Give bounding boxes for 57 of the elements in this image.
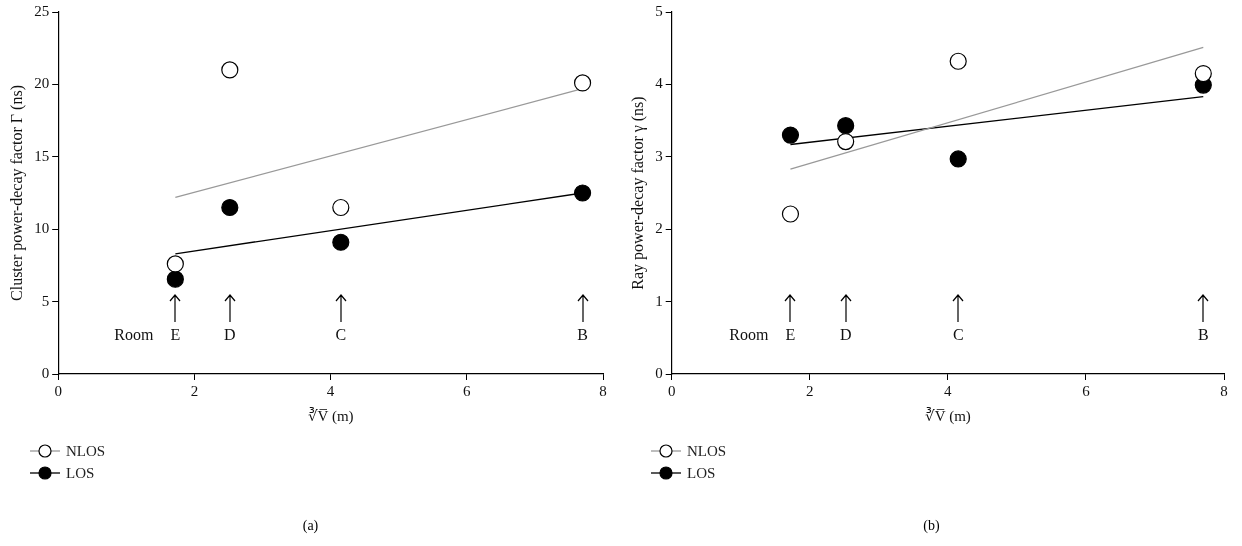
annotation: C: [335, 326, 347, 344]
point: [837, 117, 855, 135]
x-tick-label: 6: [463, 382, 472, 399]
x-tick-label: 4: [944, 382, 953, 399]
legend-label: NLOS: [687, 442, 727, 460]
x-tick-label: 2: [806, 382, 814, 399]
x-tick-label: 6: [1082, 382, 1091, 399]
annotation: E: [170, 326, 181, 344]
y-tick-label: 0: [655, 364, 663, 381]
point: [949, 52, 967, 70]
y-tick-label: 0: [41, 364, 50, 381]
annotation: B: [577, 326, 588, 344]
x-tick-label: 8: [599, 382, 607, 399]
annotation: D: [224, 326, 236, 344]
y-tick-label: 5: [655, 2, 663, 19]
point: [332, 198, 350, 217]
annotation: E: [785, 326, 796, 344]
x-tick-label: 8: [1220, 382, 1228, 399]
y-tick-label: 5: [41, 292, 50, 309]
point: [837, 133, 855, 151]
x-tick-label: 0: [667, 382, 676, 399]
point: [1194, 64, 1212, 83]
point: [166, 270, 184, 288]
point: [221, 61, 239, 79]
y-tick-label: 3: [655, 147, 663, 164]
legend-label: LOS: [66, 464, 95, 482]
x-axis-title: ∛V̅ (m): [307, 406, 354, 425]
annotation: Room: [729, 326, 769, 344]
point: [949, 150, 967, 168]
y-tick-label: 4: [655, 75, 664, 92]
text: (a): [301, 518, 320, 534]
point: [166, 255, 184, 273]
legend-label: LOS: [687, 464, 716, 482]
point: [781, 205, 800, 223]
y-axis-title: Ray power-decay factor γ (ns): [628, 96, 647, 290]
annotation: Room: [114, 326, 154, 344]
x-axis-title: ∛V̅ (m): [924, 406, 971, 425]
x-tick-label: 4: [326, 382, 335, 399]
point: [573, 74, 592, 92]
y-tick-label: 1: [655, 292, 663, 309]
annotation: D: [839, 326, 852, 344]
x-tick-label: 2: [190, 382, 199, 399]
text: (b): [922, 518, 941, 534]
y-tick-label: 2: [655, 220, 663, 237]
legend-label: NLOS: [66, 442, 106, 460]
annotation: C: [952, 326, 964, 344]
y-tick-label: 10: [34, 220, 50, 237]
y-axis-title: Cluster power-decay factor Γ (ns): [7, 85, 26, 301]
y-tick-label: 25: [34, 2, 50, 19]
x-tick-label: 0: [54, 382, 62, 399]
point: [781, 126, 800, 144]
annotation: B: [1197, 326, 1209, 344]
y-tick-label: 15: [34, 147, 50, 164]
point: [221, 198, 239, 217]
point: [573, 184, 592, 202]
point: [332, 233, 350, 251]
y-tick-label: 20: [34, 75, 50, 92]
